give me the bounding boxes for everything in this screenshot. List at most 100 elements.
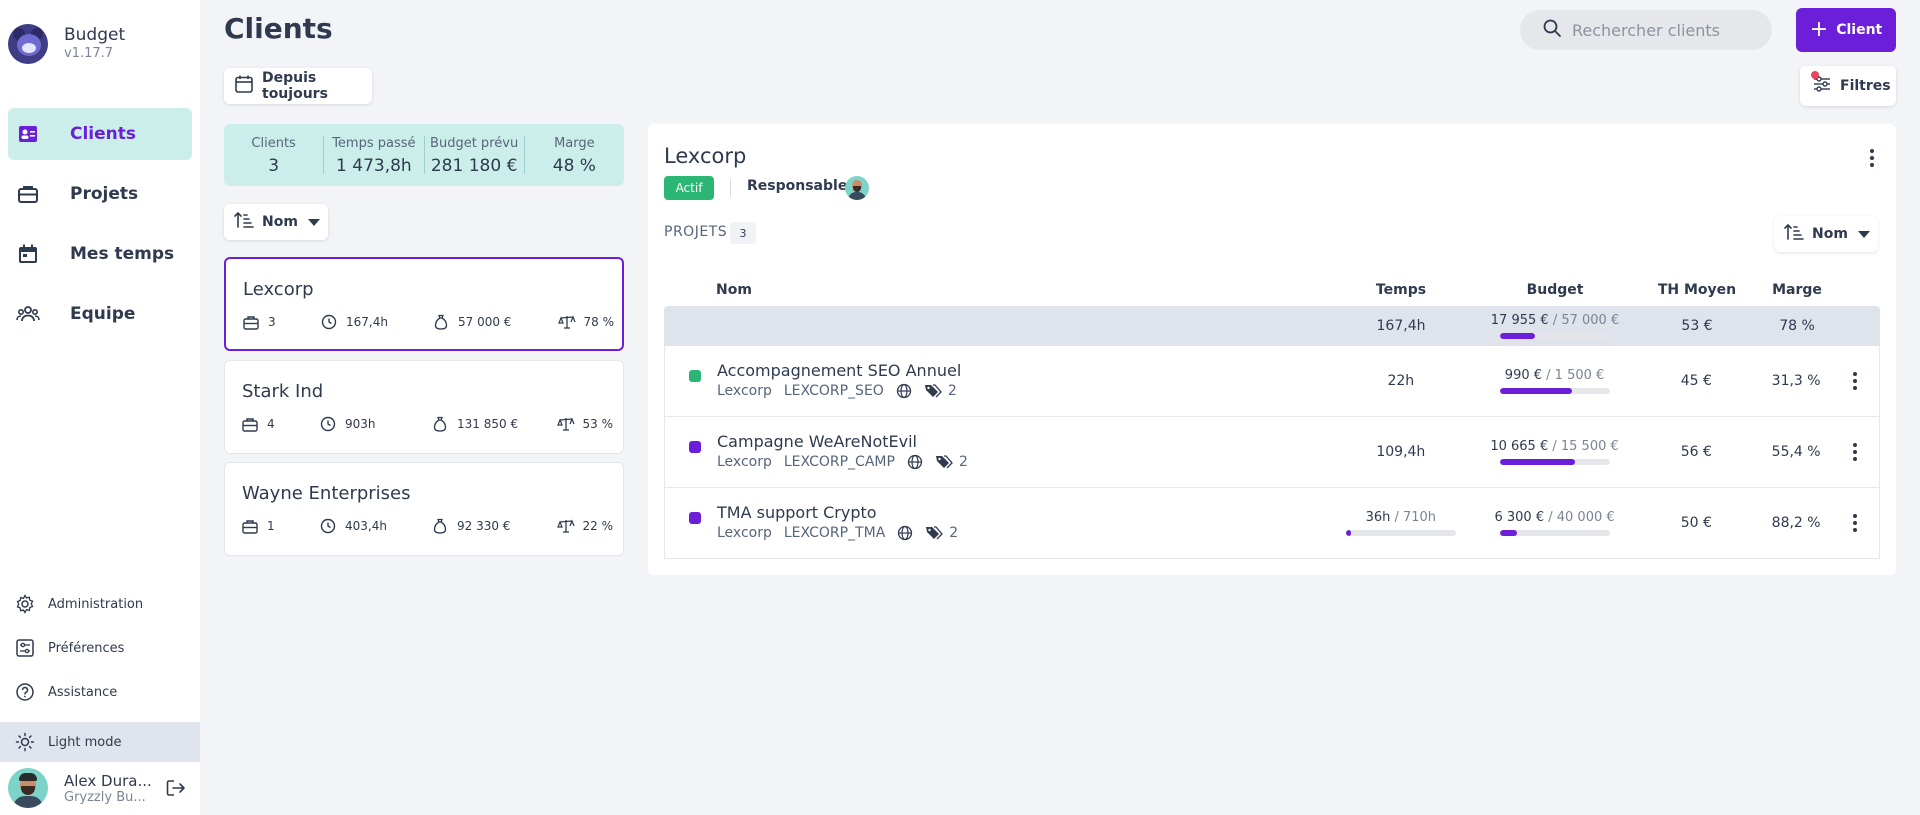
time-progress-bar <box>1345 530 1456 536</box>
project-budget: 10 665 € / 15 500 € <box>1478 439 1632 465</box>
theme-toggle-label: Light mode <box>48 734 122 750</box>
clock-icon <box>320 313 338 331</box>
client-card-wayne-enterprises[interactable]: Wayne Enterprises 1 403,4h 92 330 € 22 % <box>224 462 624 556</box>
client-projects: 1 <box>241 517 319 535</box>
scale-icon <box>556 415 575 433</box>
sidebar-item-label: Préférences <box>48 640 125 656</box>
client-time: 903h <box>319 415 431 433</box>
sidebar-item-label: Assistance <box>48 684 118 700</box>
client-sort-button[interactable]: Nom <box>224 204 328 240</box>
table-row[interactable]: TMA support Crypto Lexcorp LEXCORP_TMA 2… <box>664 488 1880 559</box>
clock-icon <box>319 517 337 535</box>
budget-progress-bar <box>1499 388 1610 394</box>
column-header-marge[interactable]: Marge <box>1772 282 1822 298</box>
stat-clients: Clients 3 <box>224 136 325 176</box>
project-name[interactable]: Accompagnement SEO Annuel <box>717 361 962 380</box>
sidebar-item-projets[interactable]: Projets <box>8 168 192 220</box>
stat-value: 3 <box>268 156 280 176</box>
calendar-icon <box>16 242 40 266</box>
scale-icon <box>557 313 576 331</box>
user-org: Gryzzly Bu... <box>64 789 146 805</box>
column-header-th-moyen[interactable]: TH Moyen <box>1657 282 1737 298</box>
sidebar-item-equipe[interactable]: Equipe <box>8 288 192 340</box>
caret-down-icon <box>1857 230 1870 238</box>
sun-icon <box>14 731 36 753</box>
tags-icon <box>924 383 942 399</box>
projects-table: Nom Temps Budget TH Moyen Marge 167,4h 1… <box>664 274 1880 559</box>
sidebar-item-assistance[interactable]: Assistance <box>0 670 200 714</box>
client-margin: 22 % <box>556 517 613 535</box>
client-budget: 92 330 € <box>431 517 555 535</box>
project-color-dot <box>689 512 701 524</box>
tags-icon <box>935 454 953 470</box>
search-icon <box>1542 18 1562 42</box>
summary-marge: 78 % <box>1779 318 1815 334</box>
filters-button[interactable]: Filtres <box>1800 66 1896 106</box>
divider <box>730 179 731 197</box>
period-label: Depuis toujours <box>262 70 328 102</box>
project-name[interactable]: TMA support Crypto <box>717 503 877 522</box>
project-marge: 31,3 % <box>1771 373 1821 389</box>
client-margin: 78 % <box>557 313 614 331</box>
summary-stats: Clients 3 Temps passé 1 473,8h Budget pr… <box>224 124 624 186</box>
search-bar[interactable] <box>1520 10 1772 50</box>
project-meta: Lexcorp LEXCORP_TMA 2 <box>717 525 959 541</box>
globe-icon <box>897 525 913 541</box>
table-row[interactable]: Accompagnement SEO Annuel Lexcorp LEXCOR… <box>664 346 1880 417</box>
stat-label: Clients <box>251 136 296 151</box>
summary-temps: 167,4h <box>1376 318 1426 334</box>
sidebar-item-preferences[interactable]: Préférences <box>0 626 200 670</box>
sidebar-item-clients[interactable]: Clients <box>8 108 192 160</box>
client-metrics: 3 167,4h 57 000 € 78 % <box>242 313 614 331</box>
theme-toggle[interactable]: Light mode <box>0 722 200 762</box>
filters-icon <box>1812 74 1832 98</box>
brand[interactable]: Budget v1.17.7 <box>8 24 125 64</box>
main-nav: Clients Projets Mes temps Equipe <box>8 108 192 348</box>
project-sort-button[interactable]: Nom <box>1774 216 1878 252</box>
user-profile[interactable]: Alex Dura... Gryzzly Bu... <box>0 764 200 812</box>
client-projects: 3 <box>242 313 320 331</box>
add-client-button[interactable]: + Client <box>1796 8 1896 52</box>
summary-budget: 17 955 € / 57 000 € <box>1478 313 1632 339</box>
project-th: 45 € <box>1680 373 1712 389</box>
client-projects: 4 <box>241 415 319 433</box>
client-card-stark-ind[interactable]: Stark Ind 4 903h 131 850 € 53 % <box>224 360 624 454</box>
client-margin: 53 % <box>556 415 613 433</box>
sidebar: Budget v1.17.7 Clients Projets Mes temps <box>0 0 200 815</box>
preferences-icon <box>14 637 36 659</box>
scale-icon <box>556 517 575 535</box>
avatar[interactable] <box>845 176 869 200</box>
client-card-lexcorp[interactable]: Lexcorp 3 167,4h 57 000 € 78 % <box>224 257 624 351</box>
project-meta: Lexcorp LEXCORP_SEO 2 <box>717 383 957 399</box>
column-header-nom[interactable]: Nom <box>716 282 752 298</box>
row-more-options-icon[interactable] <box>1843 369 1867 393</box>
money-bag-icon <box>431 517 449 535</box>
project-budget: 6 300 € / 40 000 € <box>1478 510 1632 536</box>
sort-label: Nom <box>1812 226 1848 242</box>
budget-progress-bar <box>1499 459 1610 465</box>
stat-label: Budget prévu <box>430 136 519 151</box>
search-input[interactable] <box>1572 20 1762 40</box>
sidebar-item-mes-temps[interactable]: Mes temps <box>8 228 192 280</box>
logout-icon[interactable] <box>164 776 188 800</box>
project-th: 50 € <box>1680 515 1712 531</box>
client-name: Stark Ind <box>242 381 324 402</box>
project-th: 56 € <box>1680 444 1712 460</box>
row-more-options-icon[interactable] <box>1843 511 1867 535</box>
column-header-temps[interactable]: Temps <box>1375 282 1427 298</box>
client-detail-title: Lexcorp <box>664 144 747 168</box>
more-options-icon[interactable] <box>1860 146 1884 170</box>
filter-active-indicator <box>1811 71 1819 79</box>
responsables-label: Responsables <box>747 178 856 194</box>
project-temps: 22h <box>1387 373 1415 389</box>
table-summary-row: 167,4h 17 955 € / 57 000 € 53 € 78 % <box>664 306 1880 346</box>
period-selector[interactable]: Depuis toujours <box>224 68 372 104</box>
project-marge: 55,4 % <box>1771 444 1821 460</box>
table-row[interactable]: Campagne WeAreNotEvil Lexcorp LEXCORP_CA… <box>664 417 1880 488</box>
client-budget: 131 850 € <box>431 415 555 433</box>
column-header-budget[interactable]: Budget <box>1526 282 1584 298</box>
project-name[interactable]: Campagne WeAreNotEvil <box>717 432 917 451</box>
sidebar-item-administration[interactable]: Administration <box>0 582 200 626</box>
app-name: Budget <box>64 25 126 45</box>
row-more-options-icon[interactable] <box>1843 440 1867 464</box>
